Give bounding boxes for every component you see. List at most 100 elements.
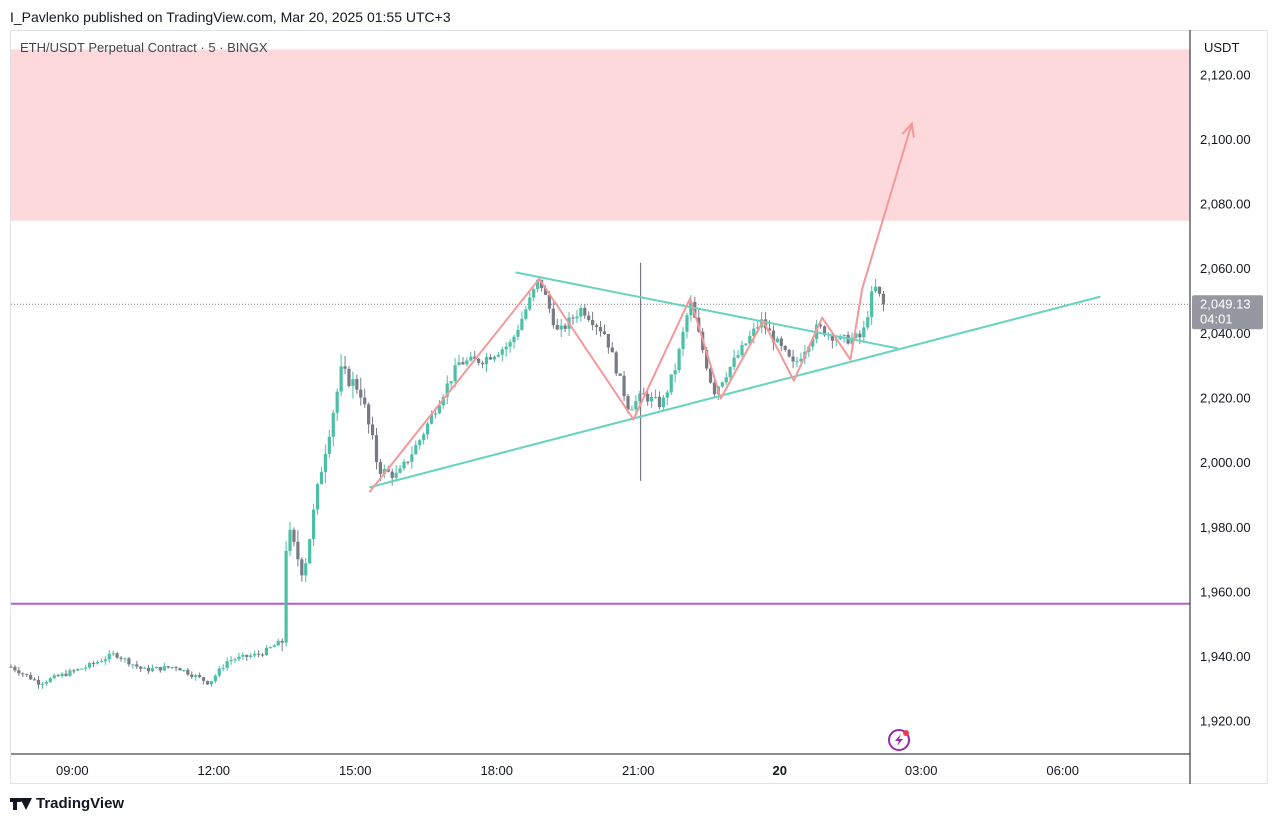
candle-body [150, 668, 155, 672]
symbol-title: ETH/USDT Perpetual Contract · 5 · BINGX [20, 40, 268, 55]
candle-body [488, 357, 493, 360]
candle-body [241, 654, 245, 657]
candle-body [740, 345, 744, 356]
candle-body [304, 563, 308, 576]
candle-body [225, 661, 229, 668]
countdown-value: 04:01 [1200, 311, 1233, 326]
price-tick-label: 2,080.00 [1200, 197, 1251, 212]
candle-body [32, 679, 37, 681]
candle-body [622, 375, 626, 397]
candle-body [162, 666, 166, 671]
price-tick-label: 1,980.00 [1200, 520, 1251, 535]
candle-body [469, 356, 473, 361]
publish-line: I_Pavlenko published on TradingView.com,… [10, 9, 451, 25]
lightning-icon[interactable] [888, 729, 910, 751]
candle-body [370, 424, 375, 436]
price-tick-label: 2,100.00 [1200, 132, 1251, 147]
candle-body [343, 366, 347, 369]
candle-body [433, 413, 438, 415]
candle-body [103, 659, 107, 662]
candle-body [13, 666, 17, 671]
candle-body [649, 397, 654, 402]
candle-body [818, 324, 823, 327]
current-price-value: 2,049.13 [1200, 296, 1251, 311]
candle-body [198, 675, 202, 678]
candle-body [811, 339, 815, 347]
candle-body [638, 393, 642, 402]
candle-body [744, 343, 748, 346]
candle-body [571, 317, 575, 319]
candle-body [84, 667, 88, 669]
candle-body [319, 472, 324, 485]
candle-body [791, 356, 795, 362]
time-axis[interactable]: 09:00 12:00 15:00 18:00 21:00 20 03:00 06:00 [56, 763, 1079, 778]
projection-path [368, 123, 913, 493]
candle-body [229, 659, 233, 662]
candle-body [40, 683, 45, 685]
candle-body [213, 675, 217, 682]
candle-body [143, 667, 147, 669]
time-tick-label: 09:00 [56, 763, 89, 778]
time-tick-label: 06:00 [1046, 763, 1079, 778]
candle-body [308, 539, 312, 564]
candle-body [221, 667, 225, 669]
candle-body [481, 362, 485, 365]
candle-body [256, 653, 261, 655]
tradingview-logo[interactable]: TradingView [10, 795, 124, 812]
tradingview-logo-icon [10, 797, 32, 810]
candle-body [209, 681, 214, 685]
candle-body [296, 541, 300, 560]
candle-body [217, 668, 221, 676]
candle-body [429, 414, 434, 424]
price-axis[interactable]: 1,920.00 1,940.00 1,960.00 1,980.00 2,000.00… [1200, 67, 1251, 728]
candle-body [583, 307, 587, 316]
candle-body [543, 287, 548, 295]
candle-body [335, 391, 339, 413]
candle-body [374, 435, 379, 463]
candle-body [465, 360, 469, 365]
candle-body [787, 349, 791, 357]
price-tick-label: 2,020.00 [1200, 390, 1251, 405]
candle-body [866, 317, 870, 328]
candle-body [80, 668, 84, 670]
current-price-label-bg [1192, 295, 1263, 330]
price-tick-label: 2,040.00 [1200, 326, 1251, 341]
candle-body [237, 656, 241, 660]
candle-body [382, 468, 386, 475]
candle-body [874, 286, 878, 292]
candle-body [877, 286, 882, 294]
candle-body [646, 393, 650, 402]
candle-body [854, 333, 858, 338]
candle-body [575, 316, 579, 319]
candle-body [661, 397, 665, 408]
candle-body [201, 677, 206, 681]
candle-body [626, 396, 630, 410]
candle-body [123, 658, 127, 660]
candle-body [598, 326, 603, 332]
candle-body [17, 670, 21, 674]
candle-body [850, 337, 854, 344]
candle-body [315, 484, 320, 510]
candle-body [881, 293, 886, 305]
candle-body [712, 382, 717, 395]
candle-body [732, 357, 736, 368]
candle-body [708, 368, 713, 383]
candle-body [524, 309, 528, 319]
candle-body [508, 342, 512, 347]
candle-body [657, 396, 662, 408]
candle-body [779, 338, 783, 346]
candle-body [174, 667, 178, 669]
candle-body [445, 383, 449, 397]
candle-body [473, 356, 477, 359]
candle-body [669, 374, 673, 393]
candle-body [186, 669, 190, 675]
time-tick-label: 21:00 [622, 763, 655, 778]
candle-body [673, 370, 677, 375]
candle-body [276, 640, 280, 646]
candle-body [610, 347, 614, 353]
candle-body [410, 454, 414, 462]
candle-body [602, 331, 607, 335]
candle-body [323, 454, 327, 473]
candle-body [406, 461, 410, 463]
